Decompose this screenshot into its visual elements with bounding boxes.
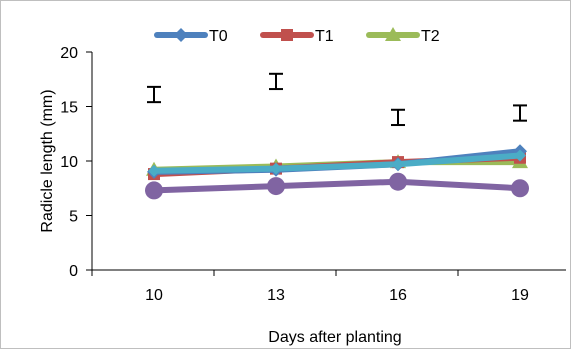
- legend-item-t2: T2: [366, 27, 440, 45]
- x-tick-label: 10: [145, 287, 163, 304]
- x-tick-label: 16: [389, 287, 407, 304]
- x-tick-label: 13: [267, 287, 285, 304]
- series-line: [151, 152, 523, 174]
- legend: T0 T1 T2: [154, 27, 440, 45]
- legend-item-t1: T1: [260, 28, 334, 45]
- data-point: [511, 179, 529, 198]
- legend-item-t0: T0: [154, 28, 228, 45]
- data-point: [267, 177, 285, 196]
- legend-swatch-marker: [385, 27, 401, 41]
- y-axis-title: Radicle length (mm): [39, 89, 56, 232]
- series-unlabeled-4: [145, 172, 529, 200]
- y-tick-label: 0: [69, 263, 78, 280]
- data-point: [145, 181, 163, 200]
- data-point: [270, 162, 282, 175]
- error-bars: [147, 72, 527, 127]
- x-tick-label: 19: [511, 287, 529, 304]
- data-point: [148, 164, 160, 177]
- y-tick-label: 20: [60, 45, 78, 62]
- x-axis-title: Days after planting: [268, 329, 401, 346]
- x-axis-ticks: 10 13 16 19: [91, 270, 529, 304]
- legend-label: T1: [315, 28, 334, 45]
- data-point: [514, 149, 526, 162]
- data-point: [392, 158, 404, 171]
- y-tick-label: 5: [69, 209, 78, 226]
- y-axis-ticks: 0 5 10 15 20: [60, 45, 92, 280]
- legend-swatch-marker: [174, 28, 188, 42]
- data-point: [389, 172, 407, 191]
- series-line: [151, 178, 523, 194]
- series-layer: [145, 144, 529, 200]
- legend-label: T2: [421, 28, 440, 45]
- legend-label: T0: [209, 28, 228, 45]
- y-tick-label: 10: [60, 154, 78, 171]
- series-unlabeled-3: [148, 149, 526, 177]
- legend-swatch-marker: [281, 29, 293, 41]
- y-tick-label: 15: [60, 100, 78, 117]
